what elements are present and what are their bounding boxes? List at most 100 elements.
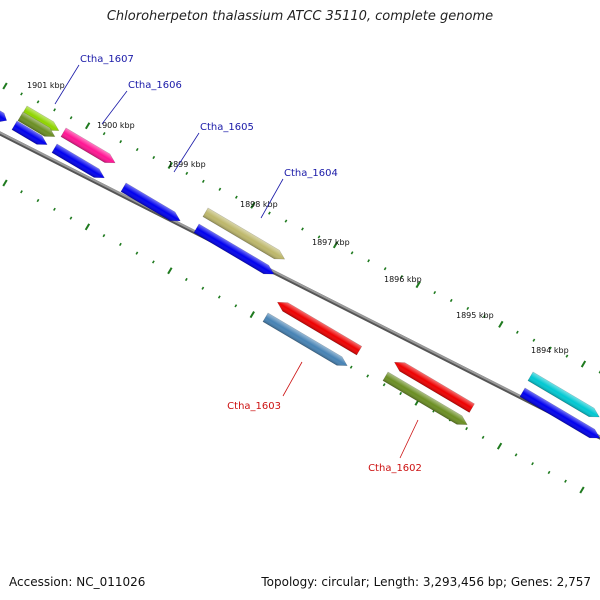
minor-tick xyxy=(234,304,238,308)
callout-line xyxy=(282,361,303,397)
gene-arrow-red-1 xyxy=(277,302,363,356)
gene-arrow-red-2 xyxy=(394,362,475,413)
minor-tick xyxy=(69,216,73,220)
minor-tick xyxy=(399,391,403,396)
minor-tick xyxy=(366,374,370,378)
minor-tick xyxy=(317,235,321,239)
major-tick xyxy=(496,442,503,450)
gene-arrow-ctha-1606 xyxy=(60,127,116,164)
major-tick xyxy=(579,486,585,494)
minor-tick xyxy=(400,275,404,279)
scale-label: 1894 kbp xyxy=(531,346,569,355)
minor-tick xyxy=(102,234,106,238)
minor-tick xyxy=(565,354,569,358)
scale-label: 1899 kbp xyxy=(168,160,206,169)
major-tick xyxy=(580,360,587,368)
gene-arrow-unlabeled xyxy=(51,143,105,179)
backbone xyxy=(0,131,600,440)
major-tick xyxy=(167,267,173,275)
minor-tick xyxy=(564,479,567,483)
major-tick xyxy=(84,122,91,130)
gene-label-ctha-1603: Ctha_1603 xyxy=(227,401,281,412)
minor-tick xyxy=(201,179,205,183)
minor-tick xyxy=(482,314,486,319)
minor-tick xyxy=(53,207,56,211)
minor-tick xyxy=(515,330,519,334)
scale-label: 1900 kbp xyxy=(97,121,135,130)
gene-arrow-unlabeled xyxy=(0,105,8,122)
gene-label-ctha-1605: Ctha_1605 xyxy=(200,122,254,133)
minor-tick xyxy=(20,190,23,194)
minor-tick xyxy=(201,286,205,290)
scale-label: 1897 kbp xyxy=(312,238,350,247)
minor-tick xyxy=(547,470,551,475)
callout-line xyxy=(399,419,419,459)
minor-tick xyxy=(234,195,238,199)
minor-tick xyxy=(349,365,353,369)
minor-tick xyxy=(152,155,156,160)
minor-tick xyxy=(433,290,437,295)
gene-arrow-unlabeled xyxy=(193,223,275,275)
gene-arrow-unlabeled xyxy=(11,120,48,145)
major-tick xyxy=(84,223,91,231)
gene-arrow-ctha-1604 xyxy=(202,207,286,260)
gene-label-ctha-1606: Ctha_1606 xyxy=(128,80,182,91)
scale-label: 1901 kbp xyxy=(27,81,65,90)
major-tick xyxy=(2,179,8,187)
minor-tick xyxy=(531,462,534,466)
minor-tick xyxy=(151,260,155,264)
gene-label-ctha-1602: Ctha_1602 xyxy=(368,463,422,474)
minor-tick xyxy=(532,338,536,342)
minor-tick xyxy=(53,108,56,112)
callout-line xyxy=(101,90,128,125)
map-title: Chloroherpeton thalassium ATCC 35110, co… xyxy=(106,9,494,24)
minor-tick xyxy=(185,171,189,176)
gene-label-ctha-1604: Ctha_1604 xyxy=(284,168,338,179)
minor-tick xyxy=(481,435,485,439)
gene-arrow-ctha-1602 xyxy=(382,371,468,425)
minor-tick xyxy=(301,227,304,231)
minor-tick xyxy=(119,139,123,144)
minor-tick xyxy=(350,251,354,255)
scale-label: 1898 kbp xyxy=(240,200,278,209)
scale-label: 1895 kbp xyxy=(456,311,494,320)
callout-line xyxy=(260,178,284,219)
callout-line xyxy=(54,64,80,105)
minor-tick xyxy=(465,426,469,431)
minor-tick xyxy=(466,306,470,311)
feature-tracks xyxy=(0,105,600,439)
minor-tick xyxy=(118,242,122,247)
genome-summary-text: Topology: circular; Length: 3,293,456 bp… xyxy=(261,575,591,589)
gene-arrow-ctha-1607-lower xyxy=(17,111,56,137)
gene-arrow-unlabeled xyxy=(519,387,600,439)
minor-tick xyxy=(549,346,552,350)
gene-label-ctha-1607: Ctha_1607 xyxy=(80,54,134,65)
gene-callouts: Ctha_1607 Ctha_1606 Ctha_1605 Ctha_1604 Ctha… xyxy=(54,54,422,474)
minor-tick xyxy=(102,132,106,136)
scale-label: 1896 kbp xyxy=(384,275,422,284)
major-tick xyxy=(249,311,255,319)
gene-arrow-unlabeled xyxy=(120,182,181,222)
backbone-highlight xyxy=(0,131,600,438)
gene-arrow-cyan xyxy=(527,371,600,418)
major-tick xyxy=(415,281,421,289)
scale-labels: 1901 kbp 1900 kbp 1899 kbp 1898 kbp 1897 kbp… xyxy=(27,81,569,355)
minor-tick xyxy=(514,453,518,457)
minor-tick xyxy=(382,383,386,387)
minor-tick xyxy=(36,100,40,104)
minor-tick xyxy=(367,259,371,263)
major-tick xyxy=(2,82,8,90)
minor-tick xyxy=(383,267,387,271)
callout-line xyxy=(173,132,200,173)
minor-tick xyxy=(20,92,23,96)
major-tick xyxy=(332,241,339,249)
minor-tick xyxy=(135,251,139,255)
major-tick xyxy=(167,161,173,169)
major-tick xyxy=(498,320,504,328)
minor-tick xyxy=(69,116,73,120)
outer-tick-track xyxy=(2,82,600,374)
minor-tick xyxy=(36,198,40,203)
major-tick xyxy=(250,201,256,209)
minor-tick xyxy=(217,295,221,299)
